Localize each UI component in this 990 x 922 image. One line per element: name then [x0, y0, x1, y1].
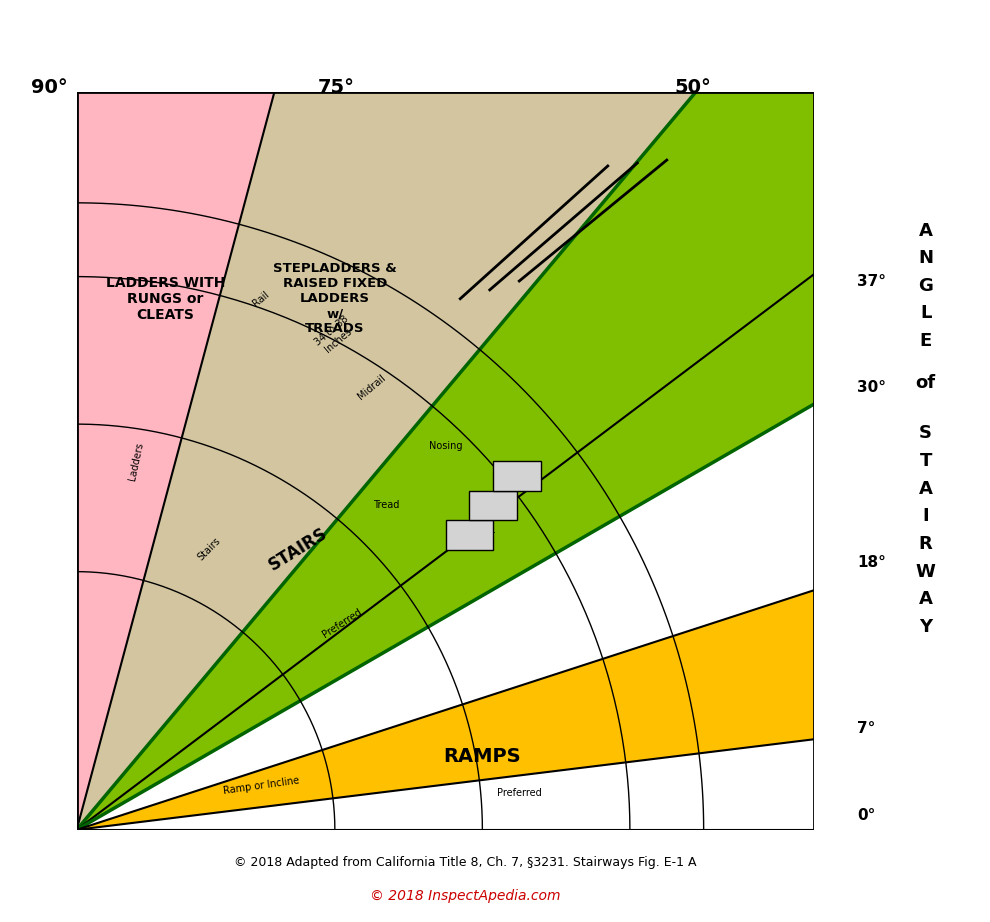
Bar	[493, 461, 542, 491]
Text: A: A	[919, 479, 933, 498]
Polygon shape	[76, 92, 274, 830]
Text: Tread: Tread	[373, 501, 400, 510]
Text: 50°: 50°	[674, 78, 712, 97]
Text: R: R	[919, 535, 933, 553]
Text: Midrail: Midrail	[356, 372, 387, 402]
Text: © 2018 Adapted from California Title 8, Ch. 7, §3231. Stairways Fig. E-1 A: © 2018 Adapted from California Title 8, …	[234, 856, 697, 869]
Text: T: T	[920, 452, 932, 470]
Text: Preferred: Preferred	[497, 788, 542, 798]
Text: N: N	[918, 249, 934, 267]
Text: STAIRS: STAIRS	[265, 525, 331, 574]
Text: 18°: 18°	[857, 555, 886, 570]
Polygon shape	[76, 404, 815, 830]
Text: 34 to 38
Inches: 34 to 38 Inches	[313, 314, 357, 357]
Text: of: of	[916, 373, 936, 392]
Text: 37°: 37°	[857, 274, 886, 289]
Text: I: I	[923, 507, 929, 526]
Text: L: L	[920, 304, 932, 323]
Bar	[469, 491, 518, 520]
Text: 30°: 30°	[857, 380, 886, 395]
Text: Stairs: Stairs	[196, 536, 223, 563]
Polygon shape	[76, 92, 815, 830]
Text: E: E	[920, 332, 932, 350]
Text: Preferred: Preferred	[321, 607, 363, 640]
Polygon shape	[76, 590, 815, 830]
Text: LADDERS WITH
RUNGS or
CLEATS: LADDERS WITH RUNGS or CLEATS	[106, 276, 225, 322]
Polygon shape	[76, 92, 696, 830]
Text: 90°: 90°	[31, 78, 68, 97]
Text: A: A	[919, 221, 933, 240]
Text: G: G	[918, 277, 934, 295]
Text: RAMPS: RAMPS	[444, 747, 521, 765]
Text: Nosing: Nosing	[429, 442, 462, 451]
Text: © 2018 InspectApedia.com: © 2018 InspectApedia.com	[370, 889, 560, 904]
Text: Riser: Riser	[470, 530, 495, 539]
Text: W: W	[916, 562, 936, 581]
Text: Ramp or Incline: Ramp or Incline	[223, 775, 300, 796]
Text: Y: Y	[919, 618, 933, 636]
Text: A: A	[919, 590, 933, 609]
Text: Rail: Rail	[250, 290, 271, 308]
Text: 7°: 7°	[857, 721, 876, 736]
Text: 75°: 75°	[318, 78, 355, 97]
Text: Ladders: Ladders	[127, 441, 145, 481]
Text: 0°: 0°	[857, 809, 876, 823]
Text: STEPLADDERS &
RAISED FIXED
LADDERS
w/
TREADS: STEPLADDERS & RAISED FIXED LADDERS w/ TR…	[273, 262, 397, 336]
Text: S: S	[919, 424, 933, 443]
Bar	[446, 520, 493, 550]
